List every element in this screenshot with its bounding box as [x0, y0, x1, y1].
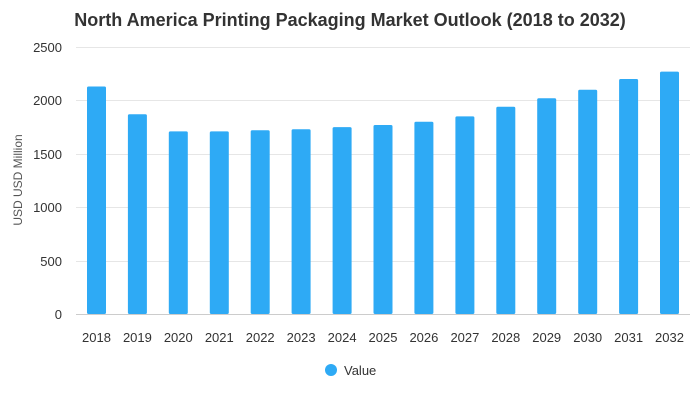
y-tick-label: 1500 [33, 147, 62, 162]
y-axis-label: USD USD Million [11, 134, 25, 225]
bar-2024[interactable] [332, 127, 352, 314]
x-tick-label: 2028 [491, 330, 520, 345]
bar-2019[interactable] [127, 114, 147, 314]
chart-title: North America Printing Packaging Market … [74, 10, 625, 30]
x-tick-label: 2029 [532, 330, 561, 345]
legend-swatch[interactable] [325, 364, 337, 376]
bar-2028[interactable] [496, 106, 516, 314]
x-tick-label: 2026 [409, 330, 438, 345]
x-tick-label: 2032 [655, 330, 684, 345]
x-tick-label: 2019 [123, 330, 152, 345]
y-tick-label: 2000 [33, 93, 62, 108]
bar-2022[interactable] [250, 130, 270, 314]
y-tick-label: 500 [40, 254, 62, 269]
x-tick-label: 2022 [246, 330, 275, 345]
x-axis-ticks: 2018 2019 2020 2021 2022 2023 2024 2025 2026 2027… [82, 330, 684, 345]
bar-2027[interactable] [455, 116, 475, 315]
x-tick-label: 2021 [205, 330, 234, 345]
bar-2021[interactable] [209, 131, 229, 314]
bars [87, 71, 679, 315]
y-axis-ticks: 0 500 1000 1500 2000 2500 [33, 40, 62, 322]
bar-2032[interactable] [660, 71, 679, 314]
bar-2029[interactable] [537, 98, 557, 314]
bar-2018[interactable] [87, 86, 106, 315]
x-tick-label: 2018 [82, 330, 111, 345]
legend-label-value[interactable]: Value [344, 363, 376, 378]
bar-2030[interactable] [578, 89, 598, 314]
bar-2031[interactable] [619, 79, 639, 314]
y-tick-label: 0 [55, 307, 62, 322]
x-tick-label: 2027 [450, 330, 479, 345]
bar-2023[interactable] [291, 129, 311, 314]
bar-2020[interactable] [168, 131, 188, 314]
x-tick-label: 2023 [287, 330, 316, 345]
y-tick-label: 2500 [33, 40, 62, 55]
x-tick-label: 2031 [614, 330, 643, 345]
bar-2026[interactable] [414, 121, 434, 314]
x-tick-label: 2024 [328, 330, 357, 345]
y-tick-label: 1000 [33, 200, 62, 215]
bar-2025[interactable] [373, 125, 393, 314]
x-tick-label: 2020 [164, 330, 193, 345]
x-tick-label: 2030 [573, 330, 602, 345]
legend[interactable]: Value [325, 363, 376, 378]
x-tick-label: 2025 [369, 330, 398, 345]
